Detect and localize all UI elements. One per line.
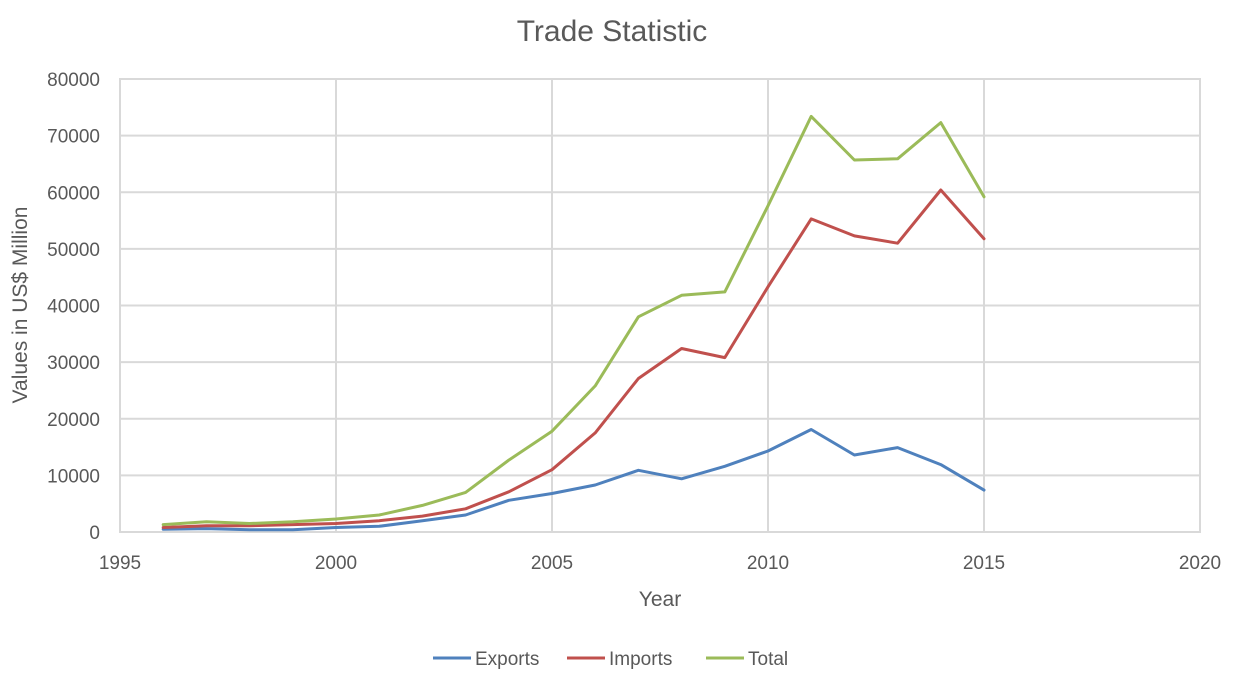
y-tick-label: 20000 (47, 410, 100, 431)
y-tick-label: 30000 (47, 353, 100, 374)
plot-area-border (119, 78, 1201, 533)
series-line-total (161, 114, 986, 527)
x-tick-label: 2005 (531, 553, 573, 574)
y-tick-label: 50000 (47, 240, 100, 261)
series-line-exports (161, 428, 986, 532)
series-line-imports (161, 188, 986, 529)
x-axis-tick-labels: 1995 2000 2005 2010 2015 2020 (99, 553, 1221, 574)
x-tick-label: 2010 (747, 553, 789, 574)
legend-item-exports: Exports (433, 649, 539, 670)
y-tick-label: 0 (89, 523, 100, 544)
legend-item-total: Total (706, 649, 788, 670)
x-tick-label: 2000 (315, 553, 357, 574)
y-axis-label: Values in US$ Million (9, 207, 32, 404)
legend: Exports Imports Total (433, 649, 788, 670)
y-axis-tick-labels: 0 10000 20000 30000 40000 50000 60000 70000 8000… (47, 70, 100, 544)
plot-border-rect (119, 78, 1201, 533)
legend-label: Imports (609, 649, 672, 670)
x-tick-label: 2020 (1179, 553, 1221, 574)
legend-item-imports: Imports (567, 649, 672, 670)
y-tick-label: 80000 (47, 70, 100, 91)
x-tick-label: 2015 (963, 553, 1005, 574)
legend-label: Total (748, 649, 788, 670)
y-tick-label: 60000 (47, 183, 100, 204)
x-tick-label: 1995 (99, 553, 141, 574)
y-tick-label: 40000 (47, 297, 100, 318)
y-tick-label: 70000 (47, 127, 100, 148)
y-tick-label: 10000 (47, 466, 100, 487)
series-lines (161, 114, 986, 532)
legend-label: Exports (475, 649, 539, 670)
chart-title: Trade Statistic (517, 15, 708, 48)
x-axis-label: Year (639, 588, 681, 611)
